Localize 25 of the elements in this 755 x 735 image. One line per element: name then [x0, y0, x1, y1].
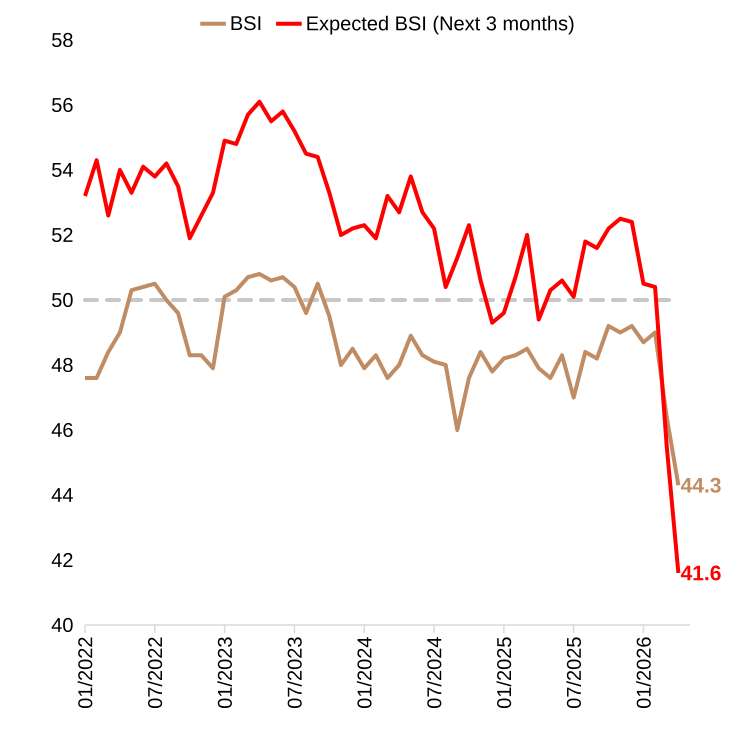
legend-label: Expected BSI (Next 3 months)	[307, 16, 574, 34]
x-tick-label: 01/2022	[78, 638, 92, 708]
y-tick-label: 54	[52, 163, 73, 177]
y-tick-label: 44	[52, 488, 73, 502]
x-tick-label: 01/2024	[356, 637, 372, 708]
y-tick-label: 58	[52, 32, 73, 48]
x-tick-label: 07/2023	[287, 637, 302, 708]
annotation: 44.3	[680, 478, 721, 493]
x-tick-label: 01/2025	[496, 637, 512, 708]
legend-label: BSI	[232, 16, 260, 30]
y-tick-label: 56	[52, 98, 73, 112]
y-tick-label: 46	[52, 422, 73, 438]
annotation: 41.6	[680, 566, 721, 580]
y-tick-label: 48	[52, 358, 73, 372]
line-series	[83, 272, 680, 488]
x-tick-label: 07/2022	[147, 638, 162, 708]
y-tick-label: 52	[52, 228, 72, 242]
x-tick-label: 07/2024	[426, 637, 442, 708]
x-tick-label: 01/2023	[217, 637, 232, 708]
x-tick-label: 01/2026	[636, 637, 651, 708]
y-tick-label: 40	[52, 618, 73, 632]
x-tick-label: 07/2025	[566, 637, 581, 708]
y-tick-label: 50	[52, 292, 73, 308]
line-series	[83, 100, 680, 575]
y-tick-label: 42	[52, 553, 72, 567]
